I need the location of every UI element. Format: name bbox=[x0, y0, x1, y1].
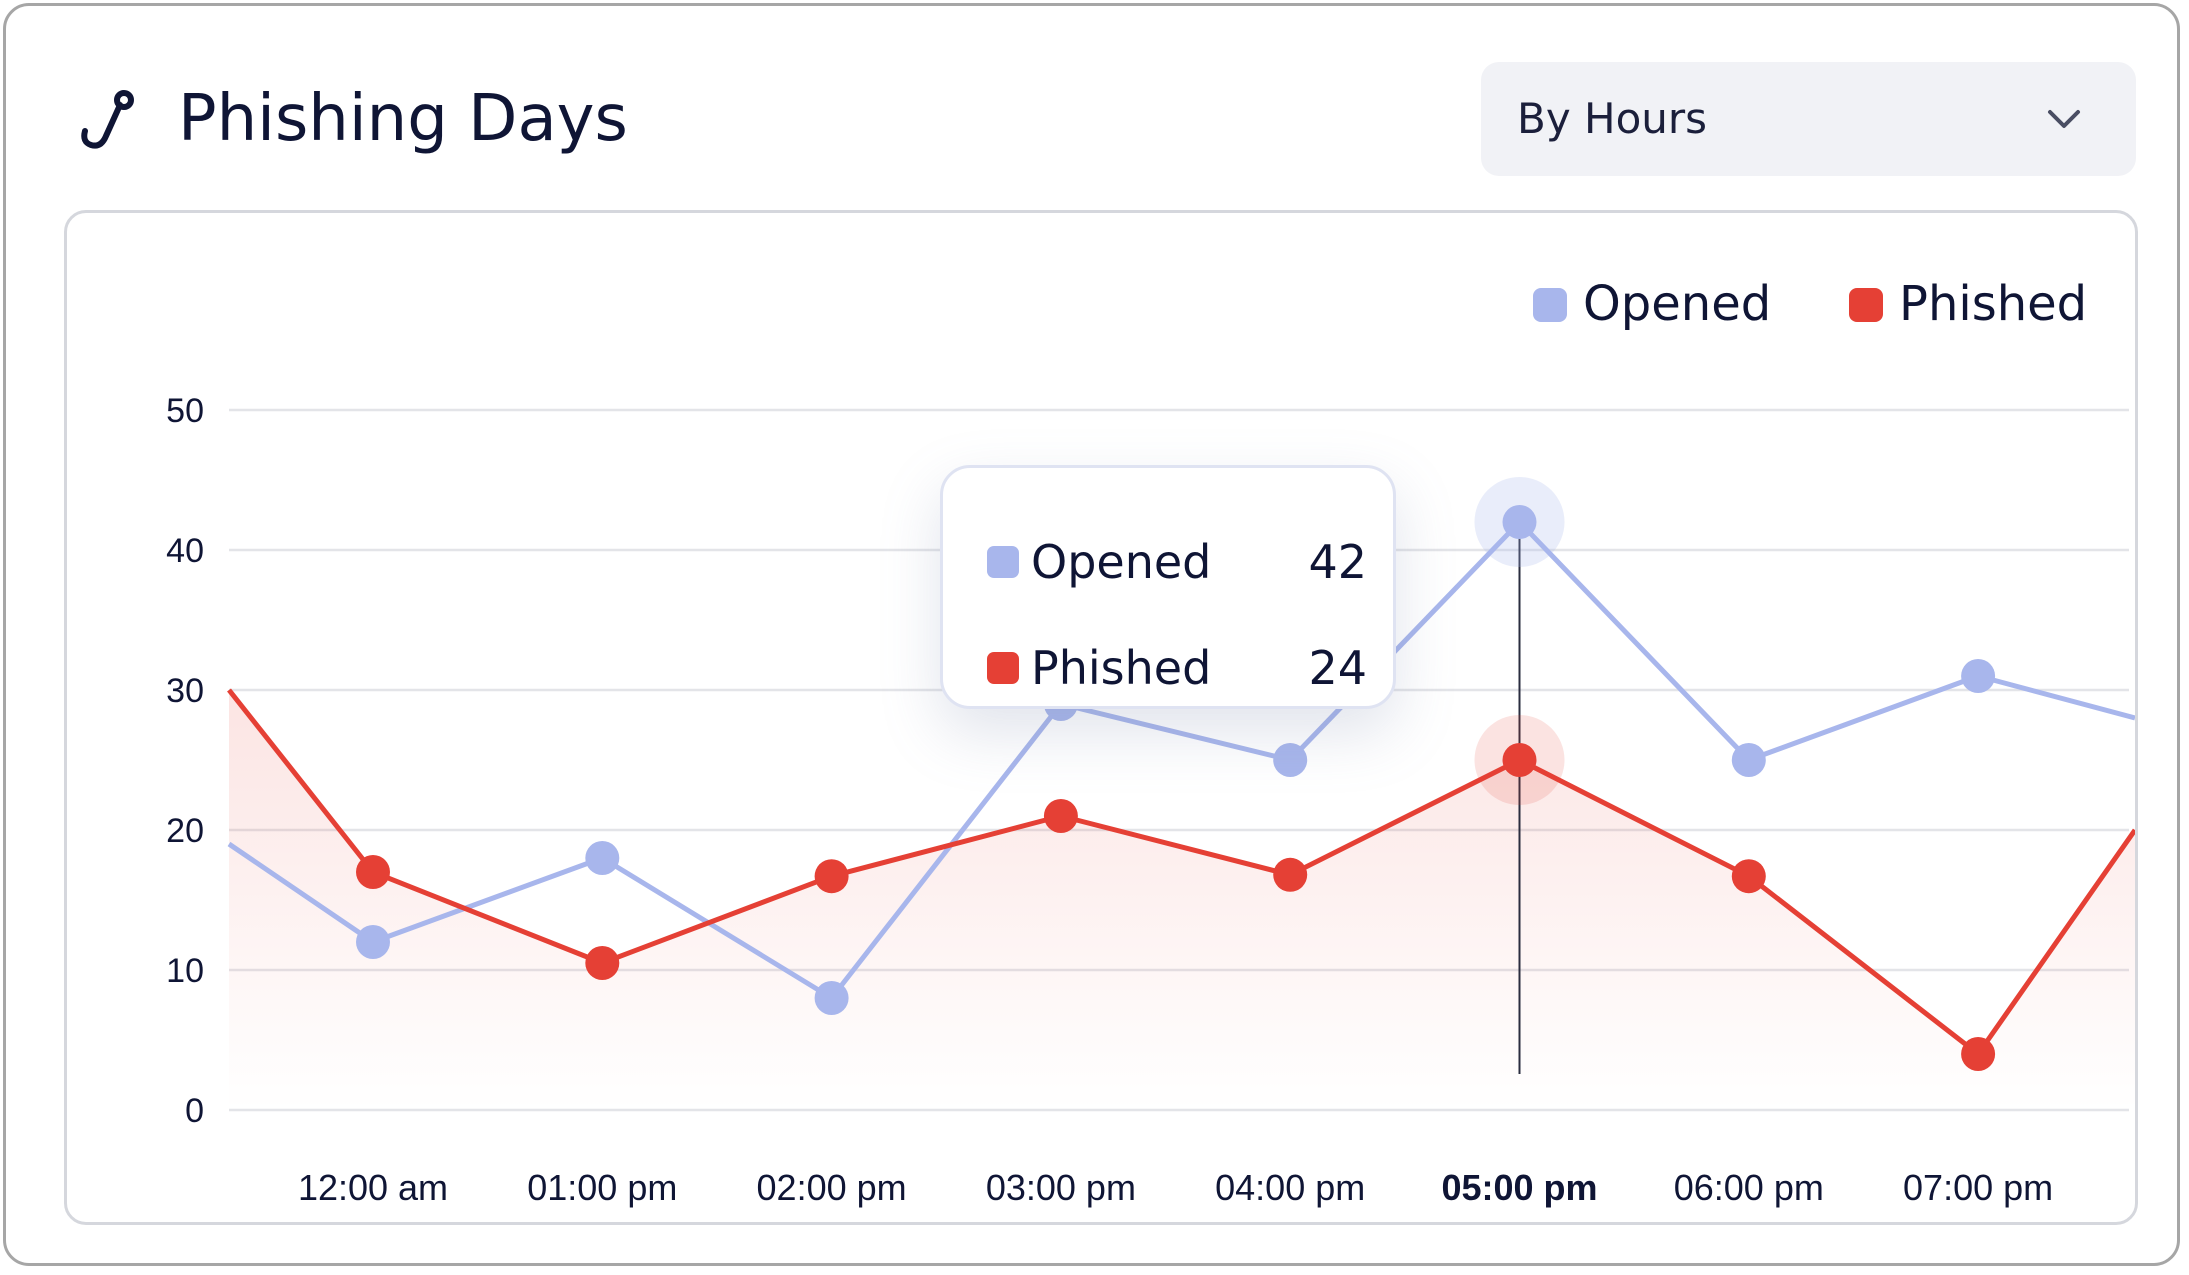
legend-label-phished: Phished bbox=[1899, 276, 2088, 332]
y-tick-label-40: 40 bbox=[166, 532, 204, 570]
plot-area bbox=[227, 477, 2135, 1110]
phished-point-4 bbox=[1273, 857, 1308, 892]
phished-area bbox=[229, 690, 2135, 1110]
x-tick-label-5: 05:00 pm bbox=[1441, 1167, 1597, 1208]
tooltip-value-opened: 42 bbox=[1308, 535, 1367, 589]
phished-point-3 bbox=[1043, 799, 1078, 833]
tooltip-row-phished: Phished 24 bbox=[987, 638, 1367, 698]
y-tick-label-0: 0 bbox=[185, 1092, 204, 1130]
x-tick-label-1: 01:00 pm bbox=[527, 1167, 677, 1208]
phished-point-1 bbox=[585, 946, 620, 980]
phished-point-7 bbox=[1961, 1037, 1996, 1071]
opened-point-0 bbox=[356, 925, 390, 959]
y-tick-label-30: 30 bbox=[166, 672, 204, 710]
x-tick-label-6: 06:00 pm bbox=[1674, 1167, 1824, 1208]
tooltip-swatch-opened bbox=[987, 546, 1019, 578]
phished-point-5 bbox=[1502, 743, 1537, 777]
line-chart: 0 10 20 30 40 50 12:00 am 01:00 pm 02:00 pm 03:00… bbox=[166, 392, 2135, 1208]
time-grouping-dropdown[interactable]: By Hours bbox=[1481, 62, 2136, 176]
phished-point-2 bbox=[814, 859, 849, 894]
dropdown-value: By Hours bbox=[1517, 94, 1708, 143]
opened-line bbox=[227, 519, 2135, 1001]
phished-line bbox=[227, 688, 2135, 1057]
opened-point-4 bbox=[1273, 743, 1308, 777]
phished-point-6 bbox=[1731, 859, 1766, 894]
fishing-hook-icon bbox=[81, 90, 134, 149]
chevron-down-icon bbox=[2048, 110, 2080, 128]
legend-swatch-opened bbox=[1533, 288, 1567, 322]
x-tick-label-3: 03:00 pm bbox=[986, 1167, 1136, 1208]
phishing-days-card: Phishing Days By Hours 0 10 20 30 40 50 12:00 … bbox=[3, 3, 2180, 1266]
x-tick-label-0: 12:00 am bbox=[298, 1167, 448, 1208]
opened-point-7 bbox=[1961, 659, 1996, 693]
opened-point-6 bbox=[1731, 743, 1766, 777]
opened-point-1 bbox=[585, 841, 620, 875]
y-tick-label-50: 50 bbox=[166, 392, 204, 430]
legend-label-opened: Opened bbox=[1583, 276, 1772, 332]
opened-point-2 bbox=[814, 981, 849, 1015]
x-tick-label-7: 07:00 pm bbox=[1903, 1167, 2053, 1208]
tooltip-label-opened: Opened bbox=[1031, 535, 1212, 589]
y-tick-label-10: 10 bbox=[166, 952, 204, 990]
legend-swatch-phished bbox=[1849, 288, 1883, 322]
tooltip-swatch-phished bbox=[987, 652, 1019, 684]
x-tick-label-4: 04:00 pm bbox=[1215, 1167, 1365, 1208]
chart-tooltip: Opened 42 Phished 24 bbox=[940, 465, 1396, 709]
tooltip-value-phished: 24 bbox=[1308, 641, 1367, 695]
y-tick-label-20: 20 bbox=[166, 812, 204, 850]
opened-point-5 bbox=[1502, 505, 1537, 539]
tooltip-label-phished: Phished bbox=[1031, 641, 1212, 695]
page-title: Phishing Days bbox=[178, 82, 628, 156]
tooltip-row-opened: Opened 42 bbox=[987, 532, 1367, 592]
x-tick-label-2: 02:00 pm bbox=[757, 1167, 907, 1208]
phished-point-0 bbox=[356, 855, 390, 889]
